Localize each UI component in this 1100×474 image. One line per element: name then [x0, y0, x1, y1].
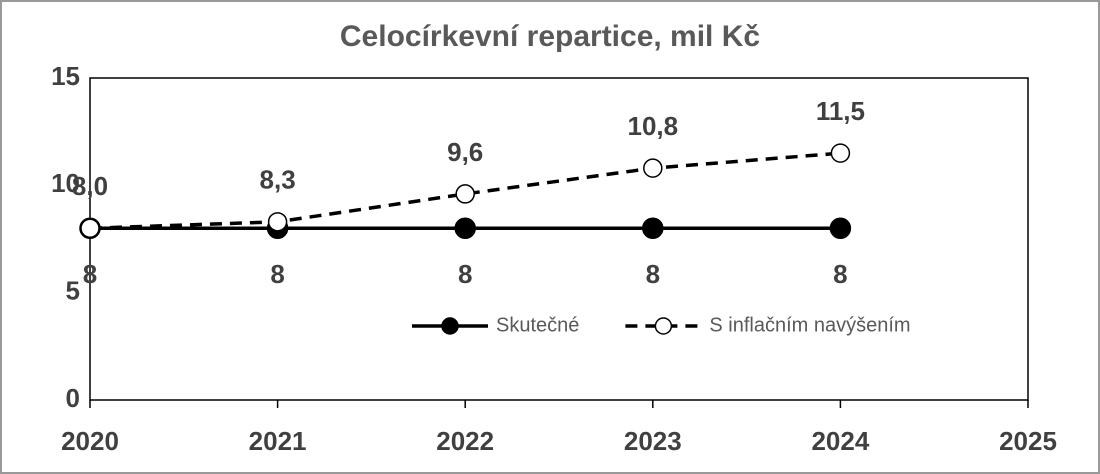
y-tick-label: 0	[66, 383, 80, 413]
y-tick-label: 10	[51, 168, 80, 198]
x-tick-label: 2021	[249, 426, 307, 456]
data-point	[643, 158, 663, 178]
data-point	[454, 217, 476, 240]
legend-label: Skutečné	[496, 314, 579, 336]
series-line	[89, 151, 841, 231]
data-label: 10,8	[627, 111, 678, 141]
x-tick-label: 2020	[61, 426, 119, 456]
x-tick-label: 2023	[624, 426, 682, 456]
y-tick-label: 15	[51, 61, 80, 91]
data-label: 8	[646, 259, 660, 289]
legend-label: S inflačním navýšením	[709, 314, 910, 336]
data-label: 8	[270, 259, 284, 289]
data-label: 9,6	[447, 137, 483, 167]
chart-title: Celocírkevní repartice, mil Kč	[340, 20, 760, 53]
data-label: 8	[833, 259, 847, 289]
data-point	[267, 212, 288, 232]
data-label: 11,5	[816, 96, 865, 126]
data-point	[829, 217, 852, 240]
data-label: 8,3	[260, 165, 296, 195]
x-tick-label: 2024	[811, 426, 869, 456]
data-point	[830, 143, 851, 163]
data-label: 8	[83, 259, 97, 289]
data-label: 8	[458, 259, 472, 289]
legend-marker	[441, 317, 459, 335]
x-tick-label: 2025	[999, 426, 1057, 456]
legend-marker	[654, 317, 673, 335]
data-label: 8,0	[72, 171, 108, 201]
data-point	[455, 184, 475, 204]
x-tick-label: 2022	[436, 426, 494, 456]
data-point	[642, 217, 664, 240]
y-tick-label: 5	[66, 276, 80, 306]
data-point	[80, 218, 100, 239]
